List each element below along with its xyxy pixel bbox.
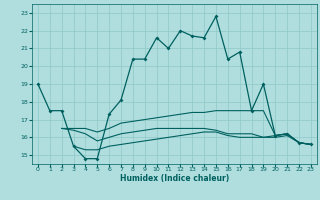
X-axis label: Humidex (Indice chaleur): Humidex (Indice chaleur) xyxy=(120,174,229,183)
